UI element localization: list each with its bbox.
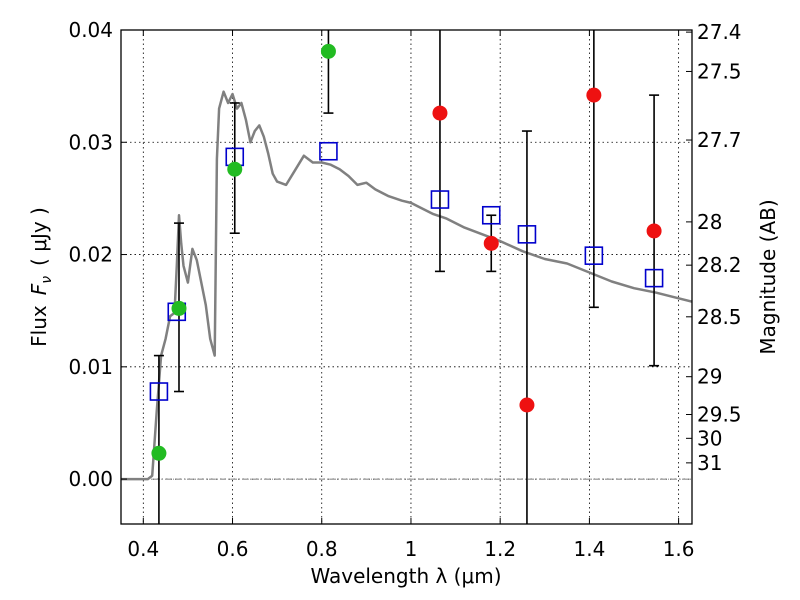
point-marker-layer [151, 43, 662, 461]
mag-tick-label: 28 [697, 210, 722, 234]
y-tick-label: 0.02 [68, 243, 113, 267]
square-marker [481, 205, 501, 225]
square-marker [319, 141, 338, 161]
y-tick-label: 0.00 [68, 467, 113, 491]
mag-tick-label: 30 [697, 426, 722, 450]
square-marker-layer [149, 141, 664, 401]
y-axis-title-right: Magnitude (AB) [756, 199, 780, 354]
y-tick-label: 0.03 [68, 130, 113, 154]
x-axis-title: Wavelength λ (μm) [310, 564, 501, 588]
x-tick-label: 0.4 [127, 537, 159, 561]
x-tick-label: 0.8 [306, 537, 338, 561]
square-marker [584, 246, 604, 265]
x-tick-label: 1 [405, 537, 418, 561]
model-spectrum-layer [121, 90, 692, 481]
y-axis-title-left: Flux Fν ( μJy ) [27, 207, 55, 347]
y-axis-title-subscript: ν [39, 276, 55, 284]
mag-tick-label: 27.5 [697, 59, 742, 83]
x-tick-label: 1.6 [663, 537, 695, 561]
x-tick-label: 1.2 [484, 537, 516, 561]
y-axis-title-unit: ( μJy ) [27, 207, 51, 266]
mag-tick-label: 29.5 [697, 402, 742, 426]
mag-tick-label: 28.2 [697, 253, 742, 277]
red-data-point [586, 87, 602, 103]
y-axis-title-symbol: F [27, 283, 51, 295]
y-axis-title-word: Flux [27, 305, 51, 347]
y-tick-label: 0.04 [68, 18, 113, 42]
mag-tick-label: 28.5 [697, 305, 742, 329]
square-marker [644, 268, 664, 288]
green-data-point [320, 43, 336, 59]
errorbar-layer [153, 30, 660, 524]
red-data-point [646, 223, 662, 239]
y-tick-label: 0.01 [68, 355, 113, 379]
square-marker [149, 382, 169, 401]
green-data-point [151, 445, 167, 461]
mag-tick-label: 31 [697, 451, 722, 475]
green-data-point [171, 300, 187, 316]
model-spectrum-line [121, 90, 692, 481]
square-marker [430, 190, 450, 209]
red-data-point [483, 235, 499, 251]
square-marker [517, 225, 537, 244]
red-data-point [519, 397, 535, 413]
mag-tick-label: 27.7 [697, 128, 742, 152]
red-data-point [432, 105, 448, 121]
mag-tick-label: 27.4 [697, 20, 742, 44]
x-tick-label: 0.6 [217, 537, 249, 561]
green-data-point [227, 161, 243, 177]
grid-lines [121, 29, 692, 524]
axis-ticks: 0.4 0.6 0.8 1 1.2 1.4 1.6 0.00 0.01 0.02 0.03 0.04 2… [68, 18, 741, 561]
plot-frame [120, 29, 693, 525]
mag-tick-label: 29 [697, 365, 722, 389]
x-tick-label: 1.4 [573, 537, 605, 561]
